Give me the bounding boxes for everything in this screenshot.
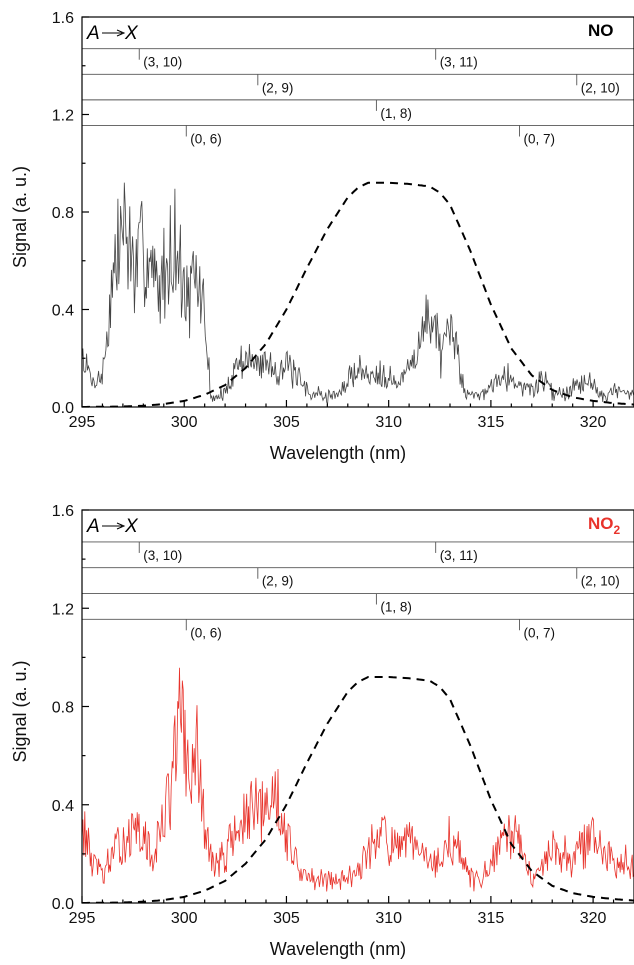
band-label: (3, 11) bbox=[440, 55, 478, 70]
arrow-icon bbox=[116, 522, 126, 530]
x-axis-title: Wavelength (nm) bbox=[270, 443, 406, 463]
x-tick-label: 305 bbox=[273, 414, 300, 431]
y-tick-label: 0.0 bbox=[52, 400, 74, 417]
species-formula: NO bbox=[588, 514, 614, 533]
x-tick-label: 310 bbox=[375, 910, 402, 927]
y-tick-label: 0.0 bbox=[52, 896, 74, 913]
transition-lower-state: X bbox=[124, 23, 139, 44]
y-tick-label: 1.6 bbox=[52, 10, 74, 27]
laser-profile-line bbox=[82, 181, 634, 407]
band-label: (3, 10) bbox=[143, 548, 182, 563]
band-label: (1, 8) bbox=[380, 106, 412, 121]
transition-lower-state: X bbox=[124, 516, 139, 537]
y-tick-label: 1.2 bbox=[52, 108, 74, 125]
y-tick-label: 1.6 bbox=[52, 503, 74, 520]
x-tick-label: 295 bbox=[69, 414, 96, 431]
band-label: (0, 6) bbox=[190, 131, 222, 146]
x-tick-label: 315 bbox=[478, 414, 505, 431]
chart-panel-top: (3, 10) (3, 11) (2, 9) (2, 10) (1, 8) (0, 6) (… bbox=[10, 10, 634, 463]
band-label: (2, 9) bbox=[262, 574, 294, 589]
band-label: (0, 7) bbox=[524, 131, 556, 146]
y-axis-title: Signal (a. u.) bbox=[10, 166, 30, 268]
arrow-icon bbox=[116, 29, 126, 37]
y-tick-label: 0.8 bbox=[52, 700, 74, 717]
band-label: (1, 8) bbox=[380, 600, 412, 615]
band-label: (2, 10) bbox=[581, 80, 620, 95]
y-tick-label: 1.2 bbox=[52, 601, 74, 618]
band-label: (2, 9) bbox=[262, 80, 294, 95]
signal-trace bbox=[82, 667, 634, 892]
x-tick-label: 320 bbox=[580, 910, 607, 927]
y-tick-label: 0.4 bbox=[52, 798, 74, 815]
band-label: (2, 10) bbox=[581, 574, 620, 589]
transition-upper-state: A bbox=[86, 516, 100, 537]
x-tick-label: 305 bbox=[273, 910, 300, 927]
y-axis-title: Signal (a. u.) bbox=[10, 660, 30, 762]
band-label: (0, 6) bbox=[190, 625, 222, 640]
species-subscript: 2 bbox=[614, 523, 621, 537]
plot-frame bbox=[81, 509, 634, 904]
chart-panel-bottom: (3, 10) (3, 11) (2, 9) (2, 10) (1, 8) (0, 6) (… bbox=[10, 503, 634, 959]
x-tick-label: 300 bbox=[171, 414, 198, 431]
x-tick-label: 315 bbox=[478, 910, 505, 927]
x-tick-label: 295 bbox=[69, 910, 96, 927]
species-label: NO bbox=[588, 21, 614, 40]
species-formula: NO bbox=[588, 21, 614, 40]
species-label: NO2 bbox=[588, 514, 621, 537]
x-tick-label: 310 bbox=[375, 414, 402, 431]
laser-profile-line bbox=[82, 676, 634, 903]
signal-trace bbox=[82, 182, 634, 406]
x-axis-title: Wavelength (nm) bbox=[270, 939, 406, 959]
y-tick-label: 0.4 bbox=[52, 303, 74, 320]
x-tick-label: 320 bbox=[580, 414, 607, 431]
band-label: (3, 11) bbox=[440, 548, 478, 563]
band-label: (0, 7) bbox=[524, 625, 556, 640]
band-label: (3, 10) bbox=[143, 55, 182, 70]
x-tick-label: 300 bbox=[171, 910, 198, 927]
transition-upper-state: A bbox=[86, 23, 100, 44]
y-tick-label: 0.8 bbox=[52, 205, 74, 222]
plot-frame bbox=[81, 16, 634, 408]
